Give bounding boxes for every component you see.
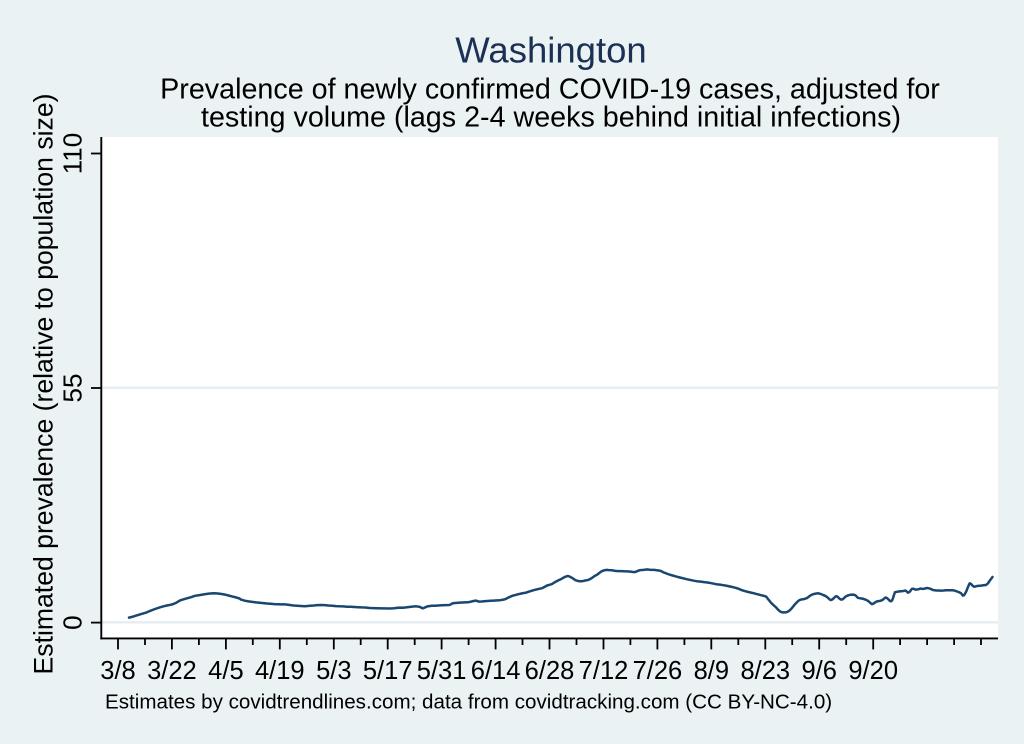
svg-text:Estimates by covidtrendlines.c: Estimates by covidtrendlines.com; data f… [105,691,832,714]
svg-text:55: 55 [58,374,88,403]
svg-text:3/22: 3/22 [147,657,197,685]
svg-text:5/17: 5/17 [363,657,413,685]
svg-text:3/8: 3/8 [100,657,135,685]
svg-text:110: 110 [58,133,88,174]
svg-text:5/31: 5/31 [417,657,467,685]
svg-text:9/20: 9/20 [848,657,898,685]
svg-text:4/5: 4/5 [208,657,243,685]
svg-text:testing volume (lags 2-4 weeks: testing volume (lags 2-4 weeks behind in… [201,102,901,134]
svg-text:6/28: 6/28 [525,657,575,685]
svg-text:7/12: 7/12 [579,657,629,685]
svg-text:5/3: 5/3 [316,657,351,685]
svg-text:7/26: 7/26 [633,657,683,685]
svg-text:Prevalence of newly confirmed: Prevalence of newly confirmed COVID-19 c… [160,73,940,105]
svg-text:9/6: 9/6 [801,657,836,685]
svg-text:0: 0 [58,615,88,629]
svg-text:8/9: 8/9 [694,657,729,685]
svg-text:8/23: 8/23 [740,657,790,685]
svg-text:6/14: 6/14 [471,657,521,685]
svg-text:Estimated prevalence (relative: Estimated prevalence (relative to popula… [29,94,59,675]
svg-text:Washington: Washington [455,29,646,70]
svg-text:4/19: 4/19 [255,657,305,685]
